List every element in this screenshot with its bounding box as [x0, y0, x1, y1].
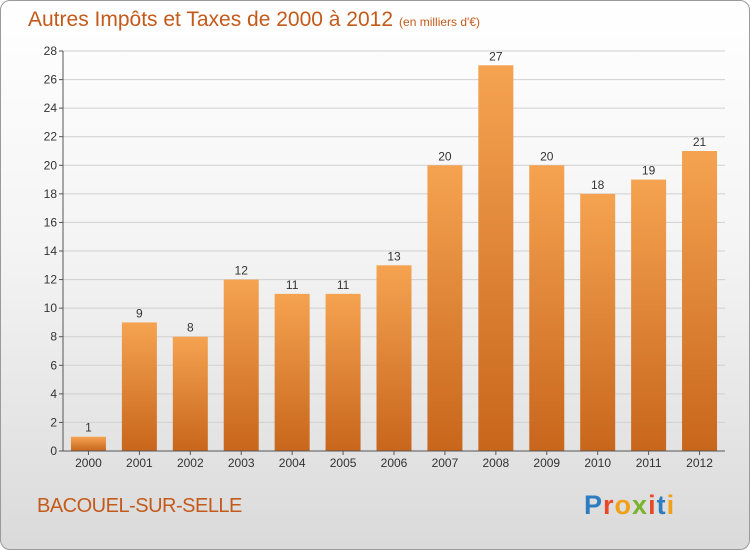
- bar: [631, 179, 667, 452]
- chart-unit: (en milliers d'€): [399, 15, 481, 29]
- x-tick-label: 2009: [533, 456, 560, 470]
- y-tick-label: 26: [44, 73, 58, 87]
- data-label: 27: [489, 49, 503, 63]
- data-label: 21: [693, 135, 707, 149]
- bar: [376, 265, 412, 451]
- y-tick-label: 24: [44, 101, 58, 115]
- data-label: 11: [337, 278, 350, 292]
- logo-letter: t: [656, 490, 667, 520]
- y-tick-label: 14: [44, 244, 58, 258]
- y-tick-label: 10: [44, 301, 58, 315]
- data-label: 18: [591, 178, 605, 192]
- logo-letter: r: [603, 490, 615, 520]
- bar: [121, 322, 157, 451]
- x-tick-label: 2004: [279, 456, 306, 470]
- x-tick-label: 2005: [330, 456, 357, 470]
- data-label: 20: [438, 149, 452, 163]
- data-label: 20: [540, 149, 554, 163]
- logo-letter: o: [614, 490, 633, 520]
- chart-title-text: Autres Impôts et Taxes de 2000 à 2012: [28, 8, 394, 31]
- x-tick-label: 2006: [381, 456, 408, 470]
- bar: [223, 279, 259, 451]
- chart-title: Autres Impôts et Taxes de 2000 à 2012 (en…: [28, 8, 480, 32]
- bar: [172, 336, 208, 451]
- y-tick-label: 0: [50, 444, 57, 458]
- y-tick-label: 28: [44, 44, 58, 58]
- bar: [478, 65, 514, 452]
- x-tick-label: 2002: [177, 456, 204, 470]
- data-label: 13: [387, 249, 401, 263]
- bar: [682, 151, 718, 451]
- x-tick-label: 2003: [228, 456, 255, 470]
- y-tick-label: 20: [44, 158, 58, 172]
- bar: [70, 436, 106, 451]
- x-tick-label: 2010: [584, 456, 611, 470]
- logo-letter: P: [584, 490, 604, 520]
- data-label: 11: [286, 278, 299, 292]
- data-label: 9: [136, 306, 143, 320]
- data-label: 8: [187, 321, 194, 335]
- y-tick-label: 2: [50, 415, 57, 429]
- bar: [529, 165, 565, 452]
- bar: [580, 193, 616, 451]
- y-tick-label: 8: [50, 330, 57, 344]
- bar: [274, 293, 310, 451]
- x-tick-label: 2007: [432, 456, 459, 470]
- x-tick-label: 2008: [482, 456, 509, 470]
- data-label: 1: [85, 421, 92, 435]
- x-tick-label: 2001: [126, 456, 153, 470]
- y-tick-label: 4: [50, 387, 57, 401]
- data-label: 12: [235, 264, 249, 278]
- data-label: 19: [642, 164, 656, 178]
- y-tick-label: 22: [44, 130, 58, 144]
- x-tick-label: 2012: [686, 456, 713, 470]
- logo-letter: x: [632, 490, 649, 520]
- logo-letter: i: [648, 490, 657, 520]
- x-axis: 2000 2001 2002 2003 2004 2005 2006 2007 2008 2009…: [63, 450, 725, 470]
- y-tick-label: 12: [44, 273, 58, 287]
- y-tick-label: 16: [44, 215, 58, 229]
- x-tick-label: 2011: [636, 456, 662, 470]
- y-tick-label: 6: [50, 358, 57, 372]
- commune-name: BACOUEL-SUR-SELLE: [37, 495, 242, 517]
- logo-letter: i: [666, 490, 676, 520]
- y-tick-label: 18: [44, 187, 58, 201]
- bar: [325, 293, 361, 451]
- bar: [427, 165, 463, 452]
- proxiti-logo: Proxiti: [584, 490, 675, 521]
- x-tick-label: 2000: [75, 456, 102, 470]
